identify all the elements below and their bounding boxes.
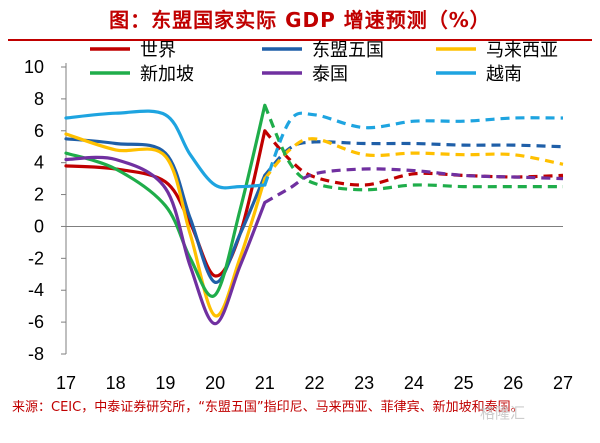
series-6-forecast-line (263, 111, 564, 186)
series-4-forecast-line (263, 104, 563, 192)
y-tick-label: -6 (28, 312, 44, 332)
y-tick-label: 10 (24, 57, 44, 77)
x-tick-label: 25 (454, 373, 474, 393)
series-2-forecast-line (263, 140, 564, 177)
y-tick-label: 4 (34, 153, 44, 173)
x-tick-label: 23 (354, 373, 374, 393)
x-tick-label: 17 (56, 373, 76, 393)
legend-label: 泰国 (312, 64, 348, 85)
y-tick-label: 8 (34, 89, 44, 109)
legend-label: 东盟五国 (312, 40, 384, 61)
y-tick-label: 0 (34, 216, 44, 236)
series-5-actual-line (64, 155, 267, 326)
series-3-actual-line (64, 132, 267, 318)
chart-title: 图：东盟国家实际 GDP 增速预测（%） (109, 8, 491, 32)
legend-label: 新加坡 (140, 64, 194, 85)
chart-plot-area (64, 103, 564, 326)
y-tick-label: -2 (28, 248, 44, 268)
series-6-actual-line (64, 109, 267, 190)
series-5-forecast-line (263, 167, 564, 204)
series-2-actual-line (64, 137, 267, 284)
x-tick-label: 22 (304, 373, 324, 393)
legend-label: 马来西亚 (486, 40, 558, 61)
x-tick-label: 20 (205, 373, 225, 393)
x-tick-label: 19 (155, 373, 175, 393)
x-tick-label: 21 (255, 373, 275, 393)
watermark-text: 格隆汇 (480, 404, 526, 422)
x-tick-label: 27 (553, 373, 573, 393)
x-tick-label: 24 (404, 373, 424, 393)
series-4-actual-line (64, 103, 267, 298)
x-tick-label: 26 (503, 373, 523, 393)
y-tick-label: -4 (28, 280, 44, 300)
y-tick-label: -8 (28, 344, 44, 364)
series-3-forecast-line (263, 137, 564, 180)
title-underline (8, 39, 592, 41)
legend-label: 越南 (486, 64, 522, 85)
y-tick-label: 2 (34, 185, 44, 205)
source-note: 来源：CEIC，中泰证券研究所，“东盟五国”指印尼、马来西亚、菲律宾、新加坡和泰… (12, 400, 524, 415)
legend-label: 世界 (140, 40, 176, 61)
y-tick-label: 6 (34, 121, 44, 141)
x-tick-label: 18 (106, 373, 126, 393)
